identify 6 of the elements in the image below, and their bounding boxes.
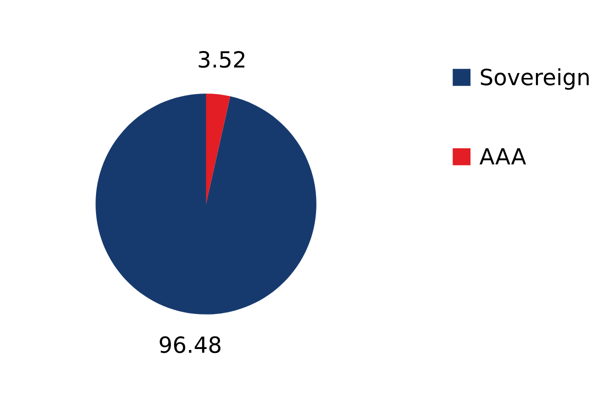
legend-label: Sovereign [480, 68, 589, 90]
data-label: 3.52 [198, 50, 244, 68]
pie-slice [206, 94, 230, 204]
data-label: 96.48 [160, 336, 220, 354]
pie-slice [96, 94, 316, 314]
legend-label: AAA [480, 148, 526, 164]
